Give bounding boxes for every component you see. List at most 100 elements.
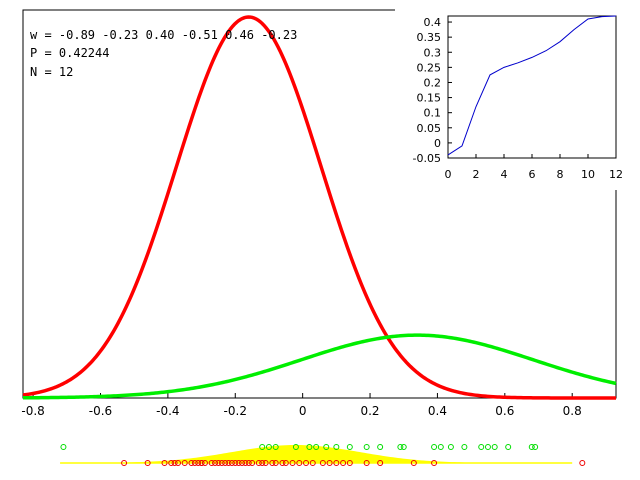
red-sample-point	[245, 460, 252, 466]
green-sample-point	[60, 444, 67, 450]
main-plot: -0.8 -0.6 -0.4 -0.2 0 0.2 0.4 0.6 0.8 w = -0.89 …	[21, 9, 617, 418]
green-sample-point	[346, 444, 353, 450]
inset-y-tick-label: 0.3	[424, 46, 442, 59]
inset-ticks: 0 2 4 6 8 10 12 -0.05 0 0.05 0.1 0.15 0.2 0.25 0.3 0.35…	[413, 16, 623, 181]
red-sample-point	[410, 460, 417, 466]
green-sample-point	[461, 444, 468, 450]
n-annotation: N = 12	[30, 65, 73, 79]
red-sample-point	[309, 460, 316, 466]
red-sample-point	[249, 460, 256, 466]
red-sample-point	[239, 460, 246, 466]
inset-y-tick-label: 0.05	[417, 122, 442, 135]
main-x-ticks: -0.8 -0.6 -0.4 -0.2 0 0.2 0.4 0.6 0.8	[21, 393, 582, 418]
red-sample-point	[333, 460, 340, 466]
main-plot-frame	[22, 9, 617, 399]
red-sample-point	[168, 460, 175, 466]
red-sample-point	[242, 460, 249, 466]
main-x-tick-label: 0.2	[360, 404, 379, 418]
inset-y-tick-label: 0.2	[424, 76, 442, 89]
red-sample-point	[144, 460, 151, 466]
inset-y-tick-label: 0.1	[424, 107, 442, 120]
green-sample-point	[532, 444, 539, 450]
red-sample-point	[208, 460, 215, 466]
inset-curve	[447, 15, 617, 156]
green-sample-point	[363, 444, 370, 450]
inset-x-tick-label: 8	[557, 168, 564, 181]
p-annotation: P = 0.42244	[30, 46, 109, 60]
red-sample-point	[259, 460, 266, 466]
strip-density	[60, 445, 573, 464]
inset-x-tick-label: 0	[445, 168, 452, 181]
green-sample-point	[447, 444, 454, 450]
green-sample-point	[306, 444, 313, 450]
red-sample-point	[279, 460, 286, 466]
red-sample-point	[232, 460, 239, 466]
inset-y-tick-label: 0.15	[417, 92, 442, 105]
red-sample-point	[188, 460, 195, 466]
green-density-curve	[22, 333, 617, 400]
red-sample-point	[228, 460, 235, 466]
main-x-tick-label: -0.2	[224, 404, 247, 418]
green-sample-point	[333, 444, 340, 450]
red-sample-point	[201, 460, 208, 466]
red-sample-point	[346, 460, 353, 466]
green-sample-point	[491, 444, 498, 450]
weights-annotation: w = -0.89 -0.23 0.40 -0.51 0.46 -0.23	[30, 28, 297, 42]
green-sample-point	[478, 444, 485, 450]
inset-plot: 0 2 4 6 8 10 12 -0.05 0 0.05 0.1 0.15 0.2 0.25 0.3 0.35…	[395, 0, 640, 190]
red-sample-point	[171, 460, 178, 466]
main-x-tick-label: 0.6	[495, 404, 514, 418]
green-sample-point	[292, 444, 299, 450]
main-x-tick-label: 0.8	[563, 404, 582, 418]
green-sample-point	[528, 444, 535, 450]
red-sample-point	[269, 460, 276, 466]
green-sample-point	[431, 444, 438, 450]
green-sample-point	[377, 444, 384, 450]
red-sample-point	[181, 460, 188, 466]
red-sample-point	[198, 460, 205, 466]
red-sample-point	[377, 460, 384, 466]
red-sample-point	[121, 460, 128, 466]
main-x-tick-label: 0	[299, 404, 307, 418]
red-sample-point	[255, 460, 262, 466]
green-sample-point	[259, 444, 266, 450]
red-sample-point	[272, 460, 279, 466]
inset-x-tick-label: 2	[473, 168, 480, 181]
red-sample-point	[282, 460, 289, 466]
main-x-tick-label: -0.4	[156, 404, 179, 418]
inset-series-line	[447, 15, 617, 156]
red-sample-point	[215, 460, 222, 466]
green-sample-point	[313, 444, 320, 450]
green-sample-point	[272, 444, 279, 450]
green-sample-point	[505, 444, 512, 450]
green-sample-point	[400, 444, 407, 450]
red-sample-point	[195, 460, 202, 466]
inset-y-tick-label: 0.4	[424, 16, 442, 29]
red-sample-point	[161, 460, 168, 466]
red-sample-point	[319, 460, 326, 466]
red-sample-point	[222, 460, 229, 466]
inset-y-tick-label: 0.35	[417, 31, 442, 44]
inset-y-tick-label: 0.25	[417, 61, 442, 74]
main-x-tick-label: 0.4	[428, 404, 447, 418]
strip-density-area	[60, 445, 573, 463]
strip-points	[60, 444, 586, 466]
main-curves	[22, 15, 617, 400]
red-sample-point	[289, 460, 296, 466]
strip-plot	[60, 444, 586, 466]
green-sample-point	[323, 444, 330, 450]
red-sample-point	[340, 460, 347, 466]
red-sample-point	[191, 460, 198, 466]
red-sample-point	[174, 460, 181, 466]
red-sample-point	[235, 460, 242, 466]
green-sample-point	[397, 444, 404, 450]
red-sample-point	[218, 460, 225, 466]
inset-x-tick-label: 4	[501, 168, 508, 181]
red-density-curve	[22, 15, 616, 400]
red-sample-point	[363, 460, 370, 466]
red-sample-point	[579, 460, 586, 466]
red-sample-point	[303, 460, 310, 466]
green-sample-point	[265, 444, 272, 450]
inset-y-tick-label: 0	[434, 137, 441, 150]
